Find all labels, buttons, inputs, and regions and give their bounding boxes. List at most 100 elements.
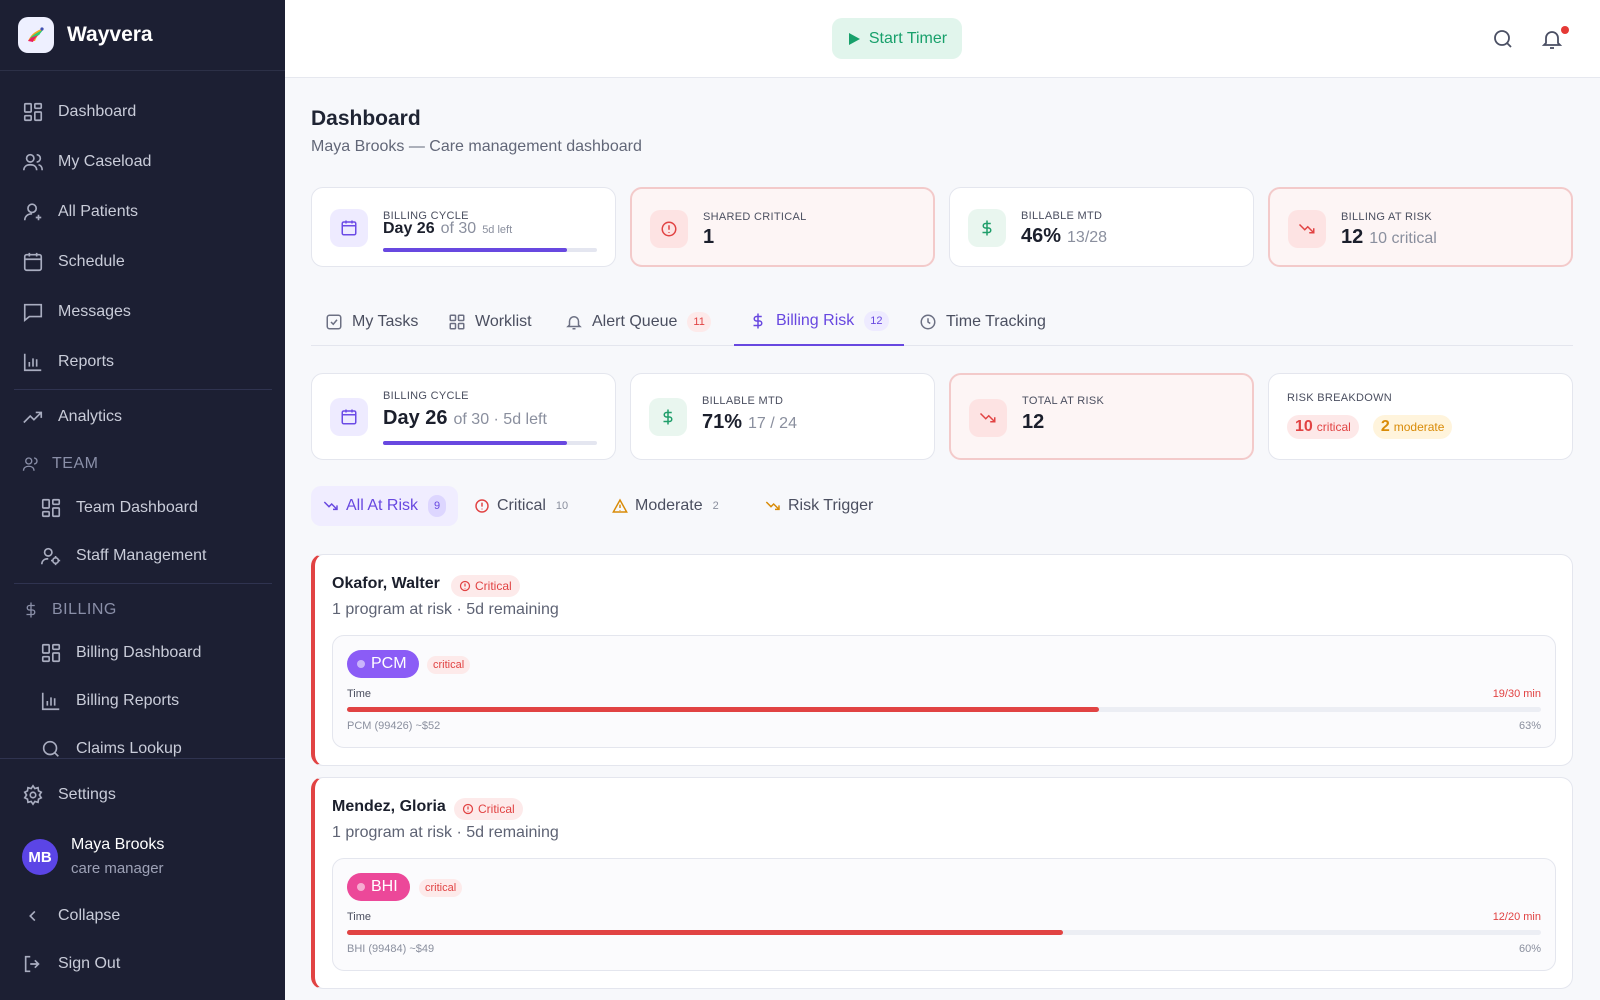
user-name: Maya Brooks [71, 836, 165, 853]
start-timer-label: Start Timer [868, 29, 948, 47]
card-label: SHARED CRITICAL [703, 211, 807, 223]
sidebar-item-reports[interactable]: Reports [0, 342, 285, 382]
dollar-icon [968, 209, 1006, 247]
user-cog-icon [41, 547, 61, 566]
collapse-button[interactable]: Collapse [0, 896, 285, 936]
billing-code: BHI (99484) ~$49 [347, 943, 435, 955]
filter-all-at-risk[interactable]: All At Risk 9 [311, 486, 459, 526]
patient-meta: 1 program at risk · 5d remaining [332, 824, 559, 841]
bell-icon[interactable] [1540, 27, 1564, 51]
status-badge: Critical [454, 798, 523, 820]
filter-risk-trigger[interactable]: Risk Trigger [765, 486, 873, 526]
sidebar-item-schedule[interactable]: Schedule [0, 242, 285, 282]
grid-icon [41, 498, 61, 518]
sign-out-button[interactable]: Sign Out [0, 944, 285, 984]
card-value: 71% 17 / 24 [702, 411, 797, 433]
card-label: RISK BREAKDOWN [1287, 392, 1393, 404]
alert-queue-badge: 11 [687, 312, 711, 332]
sidebar-item-all-patients[interactable]: All Patients [0, 192, 285, 232]
start-timer-button[interactable]: Start Timer [832, 18, 962, 59]
billing-code: PCM (99426) ~$52 [347, 720, 441, 732]
play-icon [848, 32, 860, 45]
time-minutes: 12/20 min [1492, 911, 1541, 923]
sidebar-item-billing-dashboard[interactable]: Billing Dashboard [0, 633, 285, 673]
time-label: Time [347, 911, 372, 923]
top-bar: Start Timer [285, 0, 1600, 78]
alert-circle-icon [459, 580, 471, 592]
sidebar-item-label: Claims Lookup [76, 740, 182, 757]
time-progress-bar [347, 707, 1541, 712]
time-percent: 63% [1518, 720, 1541, 732]
sidebar-item-settings[interactable]: Settings [0, 775, 285, 815]
tab-billing-risk[interactable]: Billing Risk 12 [734, 298, 904, 346]
sidebar-item-label: Team Dashboard [76, 499, 198, 516]
moderate-count-chip: 2 moderate [1372, 415, 1453, 439]
check-square-icon [326, 314, 342, 330]
card-value: 46% 13/28 [1021, 225, 1108, 247]
tab-my-tasks[interactable]: My Tasks [325, 298, 418, 346]
sidebar-item-my-caseload[interactable]: My Caseload [0, 142, 285, 182]
risk-breakdown-chips: 10 critical 2 moderate [1287, 415, 1466, 439]
trend-up-icon [23, 411, 43, 424]
billing-risk-badge: 12 [864, 311, 889, 331]
card-label: BILLABLE MTD [702, 395, 784, 407]
grid-icon [449, 314, 465, 330]
patient-card[interactable]: Mendez, Gloria Critical 1 program at ris… [311, 777, 1573, 989]
sidebar-item-analytics[interactable]: Analytics [0, 397, 285, 437]
filter-moderate[interactable]: Moderate 2 [612, 486, 719, 526]
notification-dot [1561, 26, 1569, 34]
filter-count: 10 [555, 500, 569, 512]
sidebar-item-claims-lookup[interactable]: Claims Lookup [0, 729, 285, 769]
card-value: 12 10 critical [1341, 226, 1437, 248]
tag-dot [357, 660, 365, 668]
tab-worklist[interactable]: Worklist [448, 298, 532, 346]
bar-chart-icon [41, 692, 60, 711]
card-label: BILLING CYCLE [383, 210, 469, 222]
search-icon[interactable] [1491, 27, 1515, 51]
shared-critical-card: SHARED CRITICAL 1 [630, 187, 935, 267]
tab-alert-queue[interactable]: Alert Queue 11 [565, 298, 711, 346]
dollar-icon [26, 602, 36, 618]
trend-down-icon [323, 501, 338, 511]
filter-critical[interactable]: Critical 10 [474, 486, 568, 526]
gear-icon [23, 784, 43, 806]
sidebar-divider [14, 583, 272, 584]
patient-name: Mendez, Gloria [332, 798, 446, 815]
billing-cycle-progress [383, 248, 597, 252]
card-value: Day 26 of 30 · 5d left [383, 407, 547, 429]
tab-time-tracking[interactable]: Time Tracking [919, 298, 1046, 346]
sidebar-item-label: Reports [58, 353, 115, 370]
card-label: BILLABLE MTD [1021, 210, 1103, 222]
grid-icon [41, 643, 61, 663]
trend-down-icon [969, 399, 1007, 437]
time-percent: 60% [1518, 943, 1541, 955]
sidebar-item-label: Staff Management [76, 547, 207, 564]
card-value: 1 [703, 226, 715, 248]
brand[interactable]: Wayvera [0, 0, 285, 71]
avatar[interactable]: MB [22, 839, 58, 875]
sidebar-item-team-dashboard[interactable]: Team Dashboard [0, 488, 285, 528]
time-minutes: 19/30 min [1492, 688, 1541, 700]
warning-icon [612, 498, 628, 513]
billable-mtd-card: BILLABLE MTD 46% 13/28 [949, 187, 1254, 267]
program-tag: BHI [347, 873, 410, 901]
card-label: TOTAL AT RISK [1022, 395, 1105, 407]
team-section-header: TEAM [22, 455, 98, 473]
sidebar-item-messages[interactable]: Messages [0, 292, 285, 332]
calendar-icon [330, 209, 368, 247]
sidebar-item-label: Billing Dashboard [76, 644, 202, 661]
sidebar-item-dashboard[interactable]: Dashboard [0, 92, 285, 132]
collapse-label: Collapse [58, 907, 121, 924]
patient-card[interactable]: Okafor, Walter Critical 1 program at ris… [311, 554, 1573, 766]
chevron-left-icon [29, 910, 36, 922]
sidebar-item-billing-reports[interactable]: Billing Reports [0, 681, 285, 721]
sidebar-item-label: My Caseload [58, 153, 152, 170]
filter-count: 2 [712, 500, 719, 512]
page-title: Dashboard [311, 107, 421, 130]
sign-out-icon [24, 955, 40, 973]
time-progress-bar [347, 930, 1541, 935]
sidebar-item-label: All Patients [58, 203, 139, 220]
dashboard-tabs: My Tasks Worklist Alert Queue 11 Billing… [311, 298, 1573, 346]
sidebar-item-staff-management[interactable]: Staff Management [0, 536, 285, 576]
program-panel: BHI critical Time 12/20 min BHI (99484) … [332, 858, 1556, 971]
